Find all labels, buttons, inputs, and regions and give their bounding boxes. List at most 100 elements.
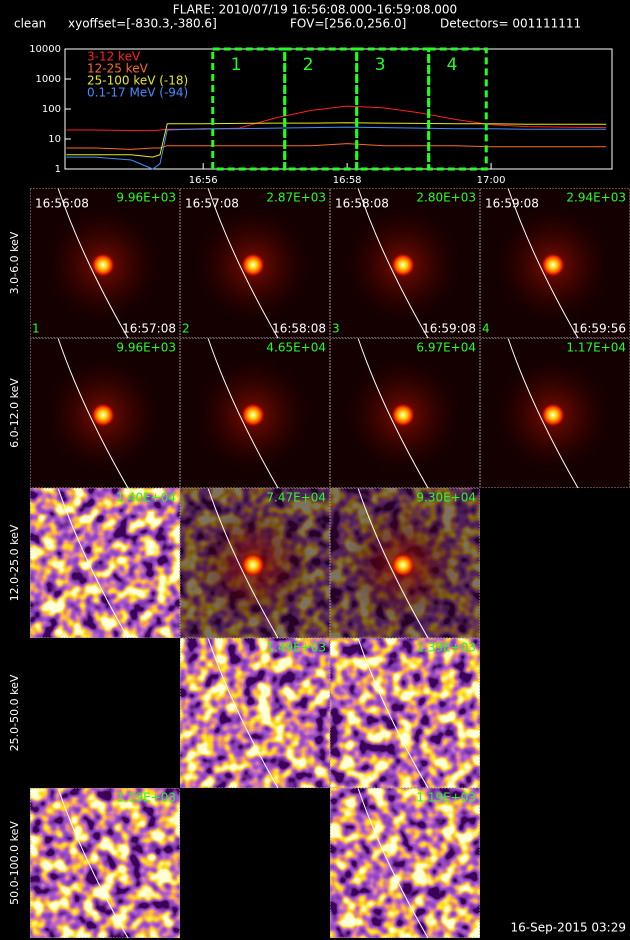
panel-border [480, 188, 630, 338]
panel-end-time: 16:58:08 [272, 322, 326, 336]
source [241, 253, 265, 277]
row-label: 12.0-25.0 keV [8, 524, 21, 601]
image-panel: 9.30E+04 [330, 487, 480, 639]
legend-entry: 12-25 keV [87, 62, 149, 76]
image-panel: 7.47E+04 [180, 487, 330, 639]
interval-label: 1 [231, 55, 242, 75]
y-tick-label: 10000 [29, 44, 61, 55]
legend-entry: 0.1-17 MeV (-94) [87, 86, 188, 100]
series-line [66, 105, 607, 132]
source [91, 253, 115, 277]
interval-box [427, 47, 488, 171]
panel-border [480, 338, 630, 488]
interval-box [355, 47, 431, 171]
panel-noise [330, 788, 480, 938]
subtitle-part: clean [14, 17, 46, 31]
x-tick-label: 17:00 [477, 175, 506, 186]
interval-label: 2 [303, 55, 314, 75]
solar-limb [507, 187, 579, 339]
solar-limb [507, 337, 579, 489]
subtitle-part: Detectors= 001111111 [440, 17, 581, 31]
image-panel: 9.96E+03 [30, 337, 180, 489]
panel-border [30, 788, 180, 938]
row-label: 6.0-12.0 keV [8, 378, 21, 448]
panel-border [30, 338, 180, 488]
image-panel: 1.39E+03 [330, 637, 480, 789]
source [241, 553, 265, 577]
series-line [66, 126, 607, 170]
row-label: 3.0-6.0 keV [8, 231, 21, 294]
image-panel: 1.17E+04 [480, 337, 630, 489]
panel-index: 1 [32, 322, 40, 336]
peak-value: 2.94E+03 [566, 191, 626, 205]
panel-end-time: 16:57:08 [122, 322, 176, 336]
panel-index: 2 [182, 322, 190, 336]
y-tick-label: 1000 [36, 74, 61, 85]
solar-limb [57, 337, 129, 489]
source [91, 403, 115, 427]
peak-value: 1.19E+03 [416, 791, 476, 805]
panel-start-time: 16:58:08 [335, 197, 389, 211]
solar-limb [57, 787, 129, 939]
footer: 16-Sep-2015 03:29 [511, 921, 626, 935]
peak-value: 2.87E+03 [266, 191, 326, 205]
row-label: 25.0-50.0 keV [8, 674, 21, 751]
panel-border [330, 788, 480, 938]
source [241, 403, 265, 427]
y-tick-label: 100 [42, 104, 61, 115]
y-tick-label: 10 [48, 134, 61, 145]
panel-border [180, 638, 330, 788]
panel-border [180, 338, 330, 488]
subtitle-part: FOV=[256.0,256.0] [290, 17, 406, 31]
image-panel: 9.96E+03 16:56:08 16:57:08 1 [30, 187, 180, 339]
interval-label: 3 [375, 55, 386, 75]
panel-border [30, 188, 180, 338]
panel-border [180, 188, 330, 338]
image-panel: 1.40E+04 [30, 487, 180, 639]
panel-index: 4 [482, 322, 490, 336]
peak-value: 1.19E+03 [116, 791, 176, 805]
legend-entry: 25-100 keV (-18) [87, 74, 188, 88]
peak-value: 9.96E+03 [116, 341, 176, 355]
solar-limb [357, 187, 429, 339]
x-tick-label: 16:58 [333, 175, 362, 186]
peak-value: 6.97E+04 [416, 341, 476, 355]
panel-noise [30, 788, 180, 938]
panel-end-time: 16:59:08 [422, 322, 476, 336]
solar-limb [357, 637, 429, 789]
solar-limb [357, 337, 429, 489]
row-label: 50.0-100.0 keV [8, 821, 21, 905]
panel-end-time: 16:59:56 [572, 322, 626, 336]
image-panel: 2.80E+03 16:58:08 16:59:08 3 [330, 187, 480, 339]
panel-index: 3 [332, 322, 340, 336]
panel-border [330, 188, 480, 338]
peak-value: 2.80E+03 [416, 191, 476, 205]
panel-border [30, 488, 180, 638]
image-panel: 1.19E+03 [330, 787, 480, 939]
image-panel: 2.87E+03 16:57:08 16:58:08 2 [180, 187, 330, 339]
solar-limb [207, 187, 279, 339]
solar-limb [357, 487, 429, 639]
image-panel: 1.49E+03 [180, 637, 330, 789]
image-panel: 6.97E+04 [330, 337, 480, 489]
peak-value: 1.49E+03 [266, 641, 326, 655]
source [391, 553, 415, 577]
y-tick-label: 1 [55, 164, 61, 175]
solar-limb [207, 637, 279, 789]
source [541, 253, 565, 277]
solar-limb [207, 337, 279, 489]
solar-limb [57, 187, 129, 339]
peak-value: 1.17E+04 [566, 341, 626, 355]
title: FLARE: 2010/07/19 16:56:08.000-16:59:08.… [173, 3, 457, 17]
source [391, 403, 415, 427]
panel-noise [180, 638, 330, 788]
panel-noise [330, 638, 480, 788]
source [541, 403, 565, 427]
peak-value: 4.65E+04 [266, 341, 326, 355]
image-panel: 1.19E+03 [30, 787, 180, 939]
interval-box [283, 47, 359, 171]
interval-box [211, 47, 287, 171]
solar-limb [357, 787, 429, 939]
peak-value: 1.39E+03 [416, 641, 476, 655]
